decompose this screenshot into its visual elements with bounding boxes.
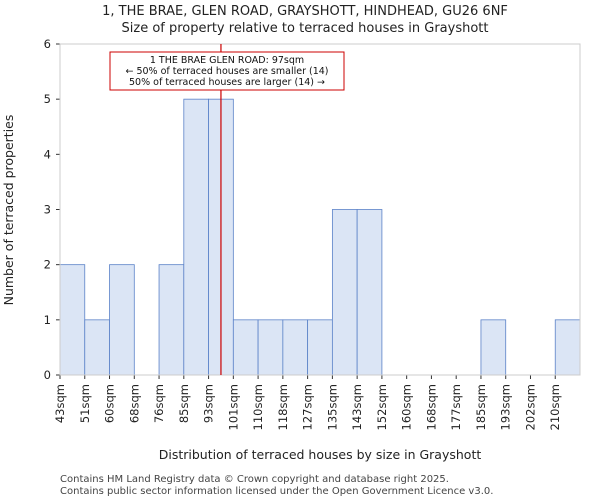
bar-101sqm <box>232 319 259 376</box>
y-tick-label: 4 <box>44 147 51 161</box>
y-tick-label: 6 <box>44 37 51 51</box>
x-tick-label: 51sqm <box>78 384 92 423</box>
bars-group <box>59 98 581 376</box>
x-axis-ticks: 43sqm 51sqm 60sqm 68sqm 76sqm 85sqm 93sqm 101sq… <box>53 375 562 430</box>
y-tick-label: 3 <box>44 203 51 217</box>
x-axis-label: Distribution of terraced houses by size … <box>159 447 482 462</box>
x-tick-label: 210sqm <box>548 384 562 430</box>
chart-subtitle: Size of property relative to terraced ho… <box>122 21 489 36</box>
x-tick-label: 118sqm <box>276 384 290 430</box>
annotation-frame <box>109 51 345 91</box>
x-tick-label: 43sqm <box>53 384 67 423</box>
footer-line-2: Contains public sector information licen… <box>60 486 493 497</box>
chart-title: 1, THE BRAE, GLEN ROAD, GRAYSHOTT, HINDH… <box>102 4 508 19</box>
y-tick-label: 0 <box>44 368 51 382</box>
bar-143sqm <box>356 209 383 376</box>
annotation-line-3: 50% of terraced houses are larger (14) → <box>129 77 325 88</box>
footer-line-1: Contains HM Land Registry data © Crown c… <box>60 474 449 485</box>
bar-135sqm <box>331 209 358 376</box>
bar-210sqm <box>554 319 581 376</box>
annotation-box: 1 THE BRAE GLEN ROAD: 97sqm ← 50% of ter… <box>109 51 345 91</box>
x-tick-label: 93sqm <box>202 384 216 423</box>
bar-85sqm <box>183 98 209 376</box>
y-tick-label: 5 <box>44 92 51 106</box>
x-tick-label: 160sqm <box>400 384 414 430</box>
x-tick-label: 168sqm <box>424 384 438 430</box>
x-tick-label: 185sqm <box>474 384 488 430</box>
y-tick-label: 2 <box>44 258 51 272</box>
y-axis-label: Number of terraced properties <box>1 115 16 306</box>
x-tick-label: 152sqm <box>375 384 389 430</box>
x-tick-label: 143sqm <box>350 384 364 430</box>
annotation-line-1: 1 THE BRAE GLEN ROAD: 97sqm <box>150 55 304 66</box>
x-tick-label: 101sqm <box>226 384 240 430</box>
bar-51sqm <box>84 319 110 376</box>
y-axis-ticks: 0 1 2 3 4 5 6 <box>44 37 60 382</box>
x-tick-label: 127sqm <box>301 384 315 430</box>
plot-frame <box>59 43 581 376</box>
bar-60sqm <box>109 264 135 376</box>
x-tick-label: 76sqm <box>152 384 166 423</box>
bar-185sqm <box>480 319 507 376</box>
y-tick-label: 1 <box>44 313 51 327</box>
x-tick-label: 202sqm <box>523 384 537 430</box>
x-tick-label: 193sqm <box>499 384 513 430</box>
x-tick-label: 135sqm <box>325 384 339 430</box>
bar-118sqm <box>282 319 309 376</box>
x-tick-label: 110sqm <box>251 384 265 430</box>
annotation-line-2: ← 50% of terraced houses are smaller (14… <box>125 66 328 77</box>
bar-76sqm <box>158 264 185 376</box>
x-tick-label: 85sqm <box>177 384 191 423</box>
x-tick-label: 60sqm <box>103 384 117 423</box>
x-tick-label: 68sqm <box>127 384 141 423</box>
bar-43sqm <box>59 264 86 376</box>
bar-110sqm <box>257 319 284 376</box>
bar-127sqm <box>307 319 333 376</box>
x-tick-label: 177sqm <box>449 384 463 430</box>
